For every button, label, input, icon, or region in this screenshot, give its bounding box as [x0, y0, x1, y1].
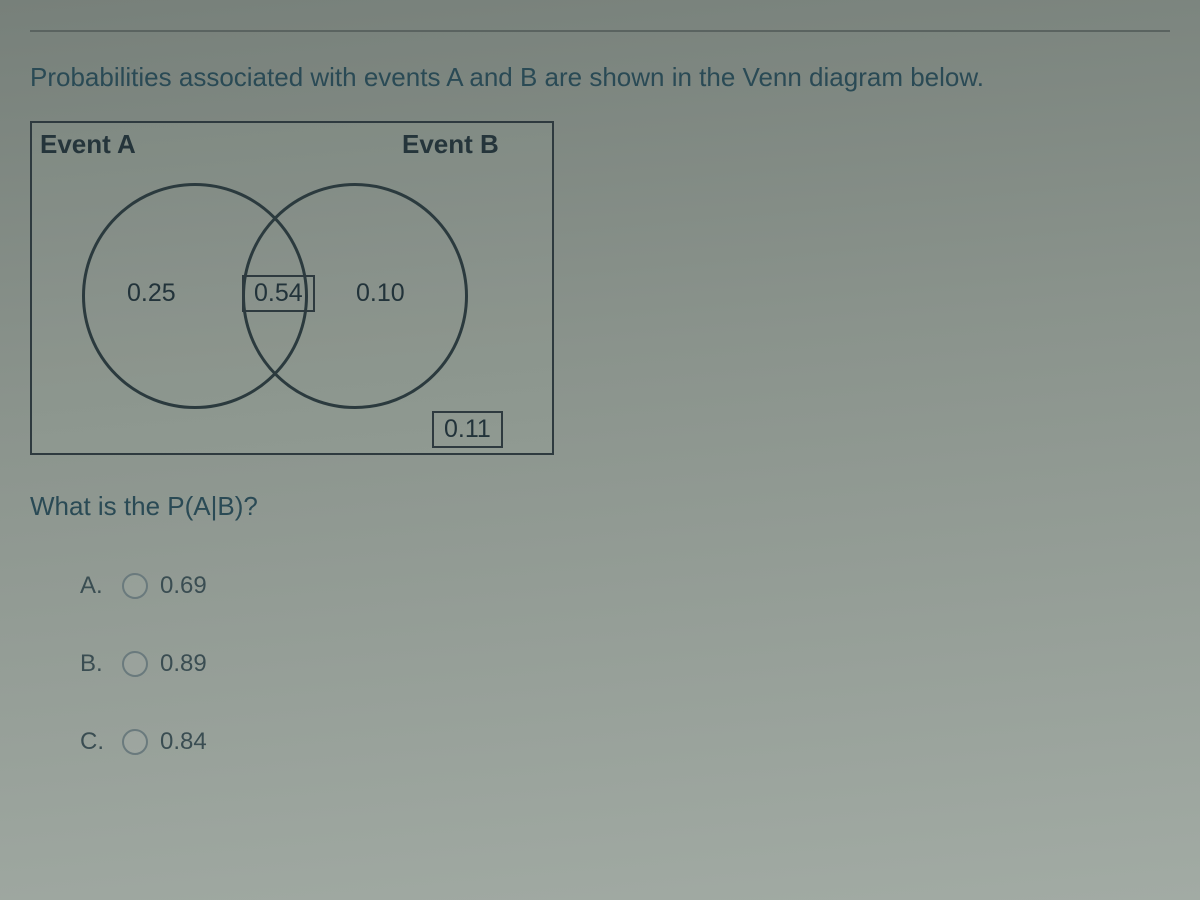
event-b-label: Event B	[402, 129, 499, 160]
option-value: 0.89	[160, 650, 207, 678]
value-only-b: 0.10	[356, 279, 405, 308]
option-letter: A.	[80, 572, 110, 600]
radio-option-c[interactable]	[122, 729, 148, 755]
question-prompt: Probabilities associated with events A a…	[30, 62, 1170, 93]
answer-options: A. 0.69 B. 0.89 C. 0.84	[30, 572, 1170, 756]
radio-option-b[interactable]	[122, 651, 148, 677]
option-c[interactable]: C. 0.84	[80, 728, 1170, 756]
value-outside: 0.11	[432, 411, 503, 448]
option-b[interactable]: B. 0.89	[80, 650, 1170, 678]
venn-diagram: Event A Event B 0.25 0.54 0.10 0.11	[30, 121, 554, 455]
top-divider	[30, 30, 1170, 32]
sub-question: What is the P(A|B)?	[30, 491, 1170, 522]
event-a-label: Event A	[40, 129, 136, 160]
radio-option-a[interactable]	[122, 573, 148, 599]
option-a[interactable]: A. 0.69	[80, 572, 1170, 600]
option-letter: C.	[80, 728, 110, 756]
option-value: 0.69	[160, 572, 207, 600]
option-letter: B.	[80, 650, 110, 678]
option-value: 0.84	[160, 728, 207, 756]
value-intersection: 0.54	[242, 275, 315, 312]
value-only-a: 0.25	[127, 279, 176, 308]
